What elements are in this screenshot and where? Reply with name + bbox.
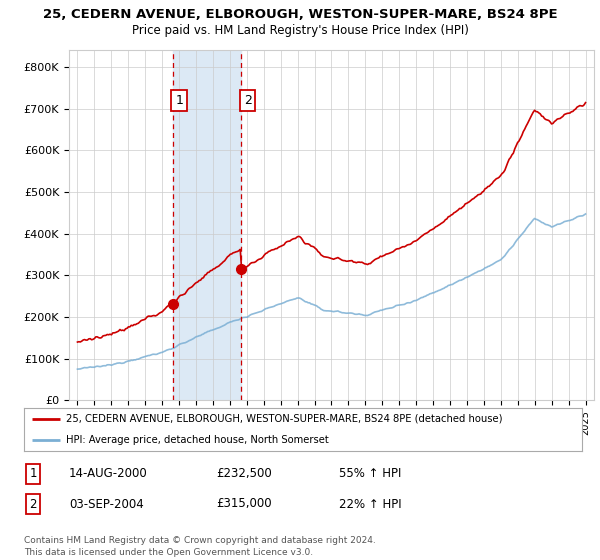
Text: 25, CEDERN AVENUE, ELBOROUGH, WESTON-SUPER-MARE, BS24 8PE (detached house): 25, CEDERN AVENUE, ELBOROUGH, WESTON-SUP… bbox=[66, 414, 502, 424]
Text: £315,000: £315,000 bbox=[216, 497, 272, 511]
Text: 2: 2 bbox=[29, 497, 37, 511]
Bar bbox=[173, 50, 241, 400]
Text: HPI: Average price, detached house, North Somerset: HPI: Average price, detached house, Nort… bbox=[66, 435, 329, 445]
Text: Contains HM Land Registry data © Crown copyright and database right 2024.
This d: Contains HM Land Registry data © Crown c… bbox=[24, 536, 376, 557]
Text: 1: 1 bbox=[29, 467, 37, 480]
Text: 2: 2 bbox=[244, 94, 251, 107]
Text: 14-AUG-2000: 14-AUG-2000 bbox=[69, 467, 148, 480]
Text: 03-SEP-2004: 03-SEP-2004 bbox=[69, 497, 144, 511]
Text: 1: 1 bbox=[175, 94, 183, 107]
Text: 25, CEDERN AVENUE, ELBOROUGH, WESTON-SUPER-MARE, BS24 8PE: 25, CEDERN AVENUE, ELBOROUGH, WESTON-SUP… bbox=[43, 8, 557, 21]
Text: £232,500: £232,500 bbox=[216, 467, 272, 480]
Text: Price paid vs. HM Land Registry's House Price Index (HPI): Price paid vs. HM Land Registry's House … bbox=[131, 24, 469, 36]
Text: 55% ↑ HPI: 55% ↑ HPI bbox=[339, 467, 401, 480]
Text: 22% ↑ HPI: 22% ↑ HPI bbox=[339, 497, 401, 511]
